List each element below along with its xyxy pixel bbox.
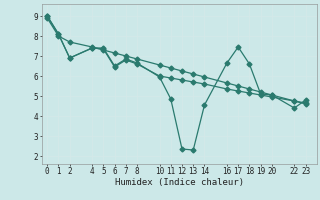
X-axis label: Humidex (Indice chaleur): Humidex (Indice chaleur) (115, 178, 244, 187)
